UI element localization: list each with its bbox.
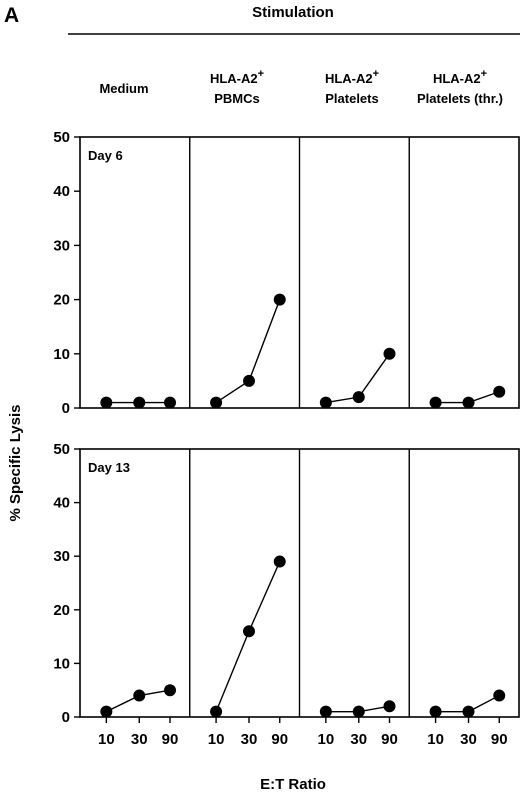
stimulation-title: Stimulation [252,4,334,21]
data-point [352,391,365,404]
column-subheader-platelets-thr: Platelets (thr.) [417,91,503,106]
column-header-platelets: HLA-A2+ [325,68,379,86]
series-line [215,299,281,404]
y-tick-label: 50 [53,129,70,146]
data-point [493,385,506,398]
y-tick-label: 30 [53,548,70,565]
data-point [210,705,223,718]
column-header-platelets-thr: HLA-A2+ [433,68,487,86]
data-point [100,705,113,718]
y-tick-label: 20 [53,602,70,619]
data-point [163,684,176,697]
data-point [273,293,286,306]
data-point [319,705,332,718]
data-point [429,705,442,718]
row-label: Day 13 [88,460,130,475]
data-point [319,396,332,409]
y-tick-label: 30 [53,237,70,254]
x-tick-label: 90 [491,731,508,748]
data-point [352,705,365,718]
data-point [100,396,113,409]
y-tick-label: 0 [62,400,70,417]
data-point [273,555,286,568]
column-subheader-platelets: Platelets [325,91,378,106]
y-tick-label: 10 [53,346,70,363]
y-tick-label: 50 [53,441,70,458]
y-tick-label: 0 [62,709,70,726]
data-point [462,396,475,409]
y-tick-label: 40 [53,183,70,200]
x-tick-label: 10 [427,731,444,748]
data-point [243,625,256,638]
panel-letter: A [4,4,19,27]
column-header-medium: Medium [99,81,148,96]
column-subheader-pbmcs: PBMCs [214,91,260,106]
x-tick-label: 30 [460,731,477,748]
y-axis-label: % Specific Lysis [7,405,24,522]
column-header-pbmcs: HLA-A2+ [210,68,264,86]
data-point [133,396,146,409]
x-tick-label: 90 [162,731,179,748]
data-point [210,396,223,409]
x-tick-label: 30 [350,731,367,748]
x-tick-label: 90 [381,731,398,748]
x-tick-label: 30 [131,731,148,748]
data-point [163,396,176,409]
y-tick-label: 20 [53,292,70,309]
data-point [493,689,506,702]
data-point [243,374,256,387]
x-tick-label: 90 [271,731,288,748]
y-tick-label: 10 [53,655,70,672]
data-point [383,700,396,713]
x-tick-label: 30 [241,731,258,748]
data-point [462,705,475,718]
data-point [133,689,146,702]
plot-area: 0 10 20 30 40 50 Day 6 0 10 20 30 40 50 Day 13 10 30 90 1… [53,129,520,748]
x-axis-label: E:T Ratio [260,776,326,793]
row-label: Day 6 [88,148,123,163]
data-point [383,347,396,360]
y-tick-label: 40 [53,495,70,512]
x-tick-label: 10 [98,731,115,748]
x-tick-label: 10 [208,731,225,748]
data-point [429,396,442,409]
x-tick-label: 10 [317,731,334,748]
